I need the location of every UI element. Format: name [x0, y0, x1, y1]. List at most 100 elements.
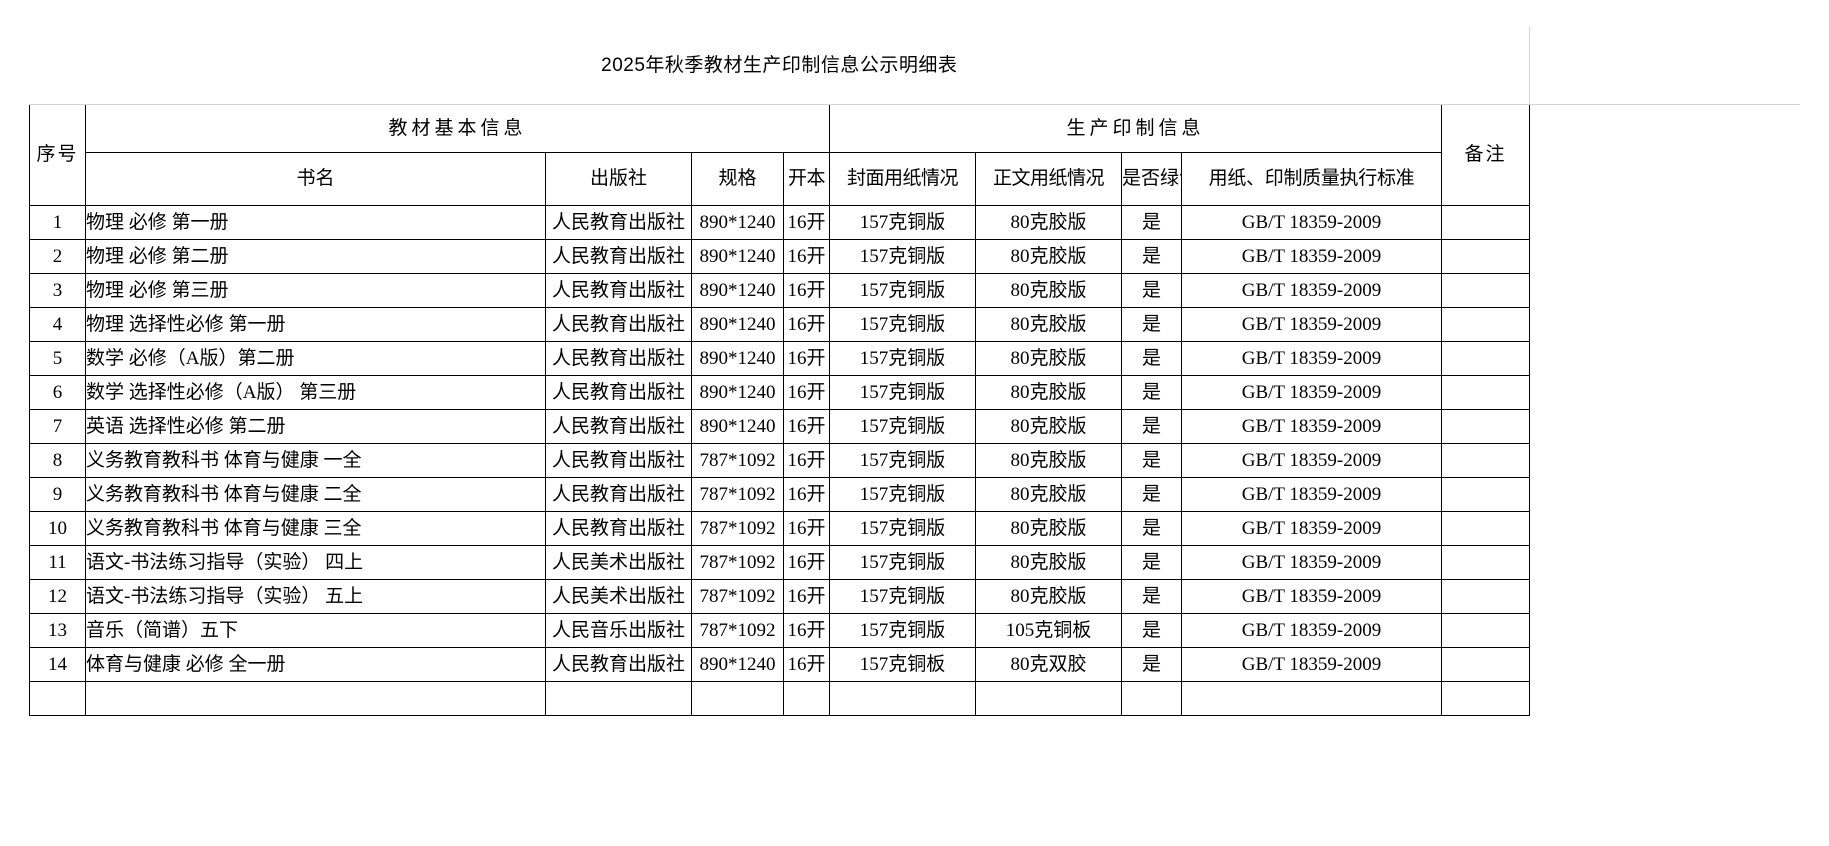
cell-body-paper[interactable]: 105克铜板	[975, 613, 1122, 648]
cell-cover-paper[interactable]: 157克铜版	[829, 613, 976, 648]
cell-format[interactable]: 16开	[783, 545, 830, 580]
cell-body-paper[interactable]	[975, 681, 1122, 716]
cell-cover-paper[interactable]	[829, 681, 976, 716]
cell-cover-paper[interactable]: 157克铜版	[829, 205, 976, 240]
cell-no[interactable]: 8	[29, 443, 86, 478]
cell-publisher[interactable]: 人民教育出版社	[545, 409, 692, 444]
cell-spec[interactable]: 890*1240	[691, 375, 784, 410]
cell-body-paper[interactable]: 80克胶版	[975, 273, 1122, 308]
cell-spec[interactable]: 890*1240	[691, 409, 784, 444]
cell-cover-paper[interactable]: 157克铜板	[829, 647, 976, 682]
cell-is-green[interactable]: 是	[1121, 579, 1182, 614]
cell-remark[interactable]	[1440, 239, 1531, 274]
cell-remark[interactable]	[1440, 375, 1531, 410]
cell-book-name[interactable]: 语文-书法练习指导（实验） 五上	[85, 579, 546, 614]
cell-standard[interactable]: GB/T 18359-2009	[1181, 579, 1442, 614]
cell-no[interactable]: 6	[29, 375, 86, 410]
cell-no[interactable]: 13	[29, 613, 86, 648]
cell-is-green[interactable]: 是	[1121, 341, 1182, 376]
cell-body-paper[interactable]: 80克双胶	[975, 647, 1122, 682]
cell-is-green[interactable]: 是	[1121, 273, 1182, 308]
cell-body-paper[interactable]: 80克胶版	[975, 307, 1122, 342]
cell-remark[interactable]	[1440, 205, 1531, 240]
cell-format[interactable]: 16开	[783, 409, 830, 444]
cell-format[interactable]: 16开	[783, 647, 830, 682]
cell-is-green[interactable]: 是	[1121, 375, 1182, 410]
cell-standard[interactable]: GB/T 18359-2009	[1181, 375, 1442, 410]
cell-publisher[interactable]: 人民教育出版社	[545, 307, 692, 342]
cell-remark[interactable]	[1440, 273, 1531, 308]
cell-remark[interactable]	[1440, 681, 1531, 716]
cell-no[interactable]: 12	[29, 579, 86, 614]
cell-is-green[interactable]: 是	[1121, 647, 1182, 682]
cell-remark[interactable]	[1440, 409, 1531, 444]
cell-book-name[interactable]: 体育与健康 必修 全一册	[85, 647, 546, 682]
cell-body-paper[interactable]: 80克胶版	[975, 477, 1122, 512]
cell-spec[interactable]: 787*1092	[691, 545, 784, 580]
cell-body-paper[interactable]: 80克胶版	[975, 545, 1122, 580]
cell-standard[interactable]: GB/T 18359-2009	[1181, 205, 1442, 240]
cell-spec[interactable]: 787*1092	[691, 613, 784, 648]
cell-spec[interactable]: 787*1092	[691, 443, 784, 478]
cell-spec[interactable]	[691, 681, 784, 716]
cell-standard[interactable]: GB/T 18359-2009	[1181, 409, 1442, 444]
cell-remark[interactable]	[1440, 477, 1531, 512]
cell-body-paper[interactable]: 80克胶版	[975, 579, 1122, 614]
cell-book-name[interactable]: 物理 必修 第三册	[85, 273, 546, 308]
cell-body-paper[interactable]: 80克胶版	[975, 341, 1122, 376]
cell-standard[interactable]: GB/T 18359-2009	[1181, 613, 1442, 648]
cell-publisher[interactable]	[545, 681, 692, 716]
cell-cover-paper[interactable]: 157克铜版	[829, 579, 976, 614]
cell-cover-paper[interactable]: 157克铜版	[829, 409, 976, 444]
cell-spec[interactable]: 787*1092	[691, 477, 784, 512]
cell-standard[interactable]: GB/T 18359-2009	[1181, 477, 1442, 512]
cell-remark[interactable]	[1440, 579, 1531, 614]
cell-publisher[interactable]: 人民教育出版社	[545, 443, 692, 478]
cell-format[interactable]: 16开	[783, 511, 830, 546]
cell-standard[interactable]: GB/T 18359-2009	[1181, 647, 1442, 682]
cell-spec[interactable]: 890*1240	[691, 273, 784, 308]
cell-publisher[interactable]: 人民美术出版社	[545, 579, 692, 614]
cell-no[interactable]: 10	[29, 511, 86, 546]
cell-standard[interactable]: GB/T 18359-2009	[1181, 341, 1442, 376]
cell-book-name[interactable]: 物理 选择性必修 第一册	[85, 307, 546, 342]
cell-format[interactable]: 16开	[783, 307, 830, 342]
cell-publisher[interactable]: 人民教育出版社	[545, 647, 692, 682]
cell-book-name[interactable]	[85, 681, 546, 716]
cell-publisher[interactable]: 人民教育出版社	[545, 205, 692, 240]
cell-body-paper[interactable]: 80克胶版	[975, 511, 1122, 546]
cell-no[interactable]: 5	[29, 341, 86, 376]
cell-standard[interactable]: GB/T 18359-2009	[1181, 239, 1442, 274]
cell-publisher[interactable]: 人民教育出版社	[545, 477, 692, 512]
cell-book-name[interactable]: 英语 选择性必修 第二册	[85, 409, 546, 444]
cell-is-green[interactable]: 是	[1121, 205, 1182, 240]
cell-cover-paper[interactable]: 157克铜版	[829, 511, 976, 546]
cell-cover-paper[interactable]: 157克铜版	[829, 477, 976, 512]
cell-spec[interactable]: 890*1240	[691, 647, 784, 682]
cell-spec[interactable]: 890*1240	[691, 205, 784, 240]
cell-standard[interactable]: GB/T 18359-2009	[1181, 273, 1442, 308]
cell-format[interactable]: 16开	[783, 443, 830, 478]
cell-cover-paper[interactable]: 157克铜版	[829, 375, 976, 410]
cell-publisher[interactable]: 人民教育出版社	[545, 511, 692, 546]
cell-is-green[interactable]: 是	[1121, 443, 1182, 478]
cell-standard[interactable]: GB/T 18359-2009	[1181, 443, 1442, 478]
cell-no[interactable]	[29, 681, 86, 716]
cell-book-name[interactable]: 物理 必修 第二册	[85, 239, 546, 274]
cell-is-green[interactable]: 是	[1121, 613, 1182, 648]
cell-cover-paper[interactable]: 157克铜版	[829, 341, 976, 376]
cell-standard[interactable]: GB/T 18359-2009	[1181, 511, 1442, 546]
cell-is-green[interactable]: 是	[1121, 239, 1182, 274]
cell-cover-paper[interactable]: 157克铜版	[829, 239, 976, 274]
cell-remark[interactable]	[1440, 511, 1531, 546]
cell-book-name[interactable]: 数学 必修（A版）第二册	[85, 341, 546, 376]
cell-publisher[interactable]: 人民教育出版社	[545, 375, 692, 410]
cell-format[interactable]: 16开	[783, 375, 830, 410]
cell-is-green[interactable]: 是	[1121, 545, 1182, 580]
cell-standard[interactable]	[1181, 681, 1442, 716]
cell-no[interactable]: 2	[29, 239, 86, 274]
cell-book-name[interactable]: 义务教育教科书 体育与健康 一全	[85, 443, 546, 478]
cell-format[interactable]: 16开	[783, 273, 830, 308]
cell-cover-paper[interactable]: 157克铜版	[829, 273, 976, 308]
cell-body-paper[interactable]: 80克胶版	[975, 375, 1122, 410]
